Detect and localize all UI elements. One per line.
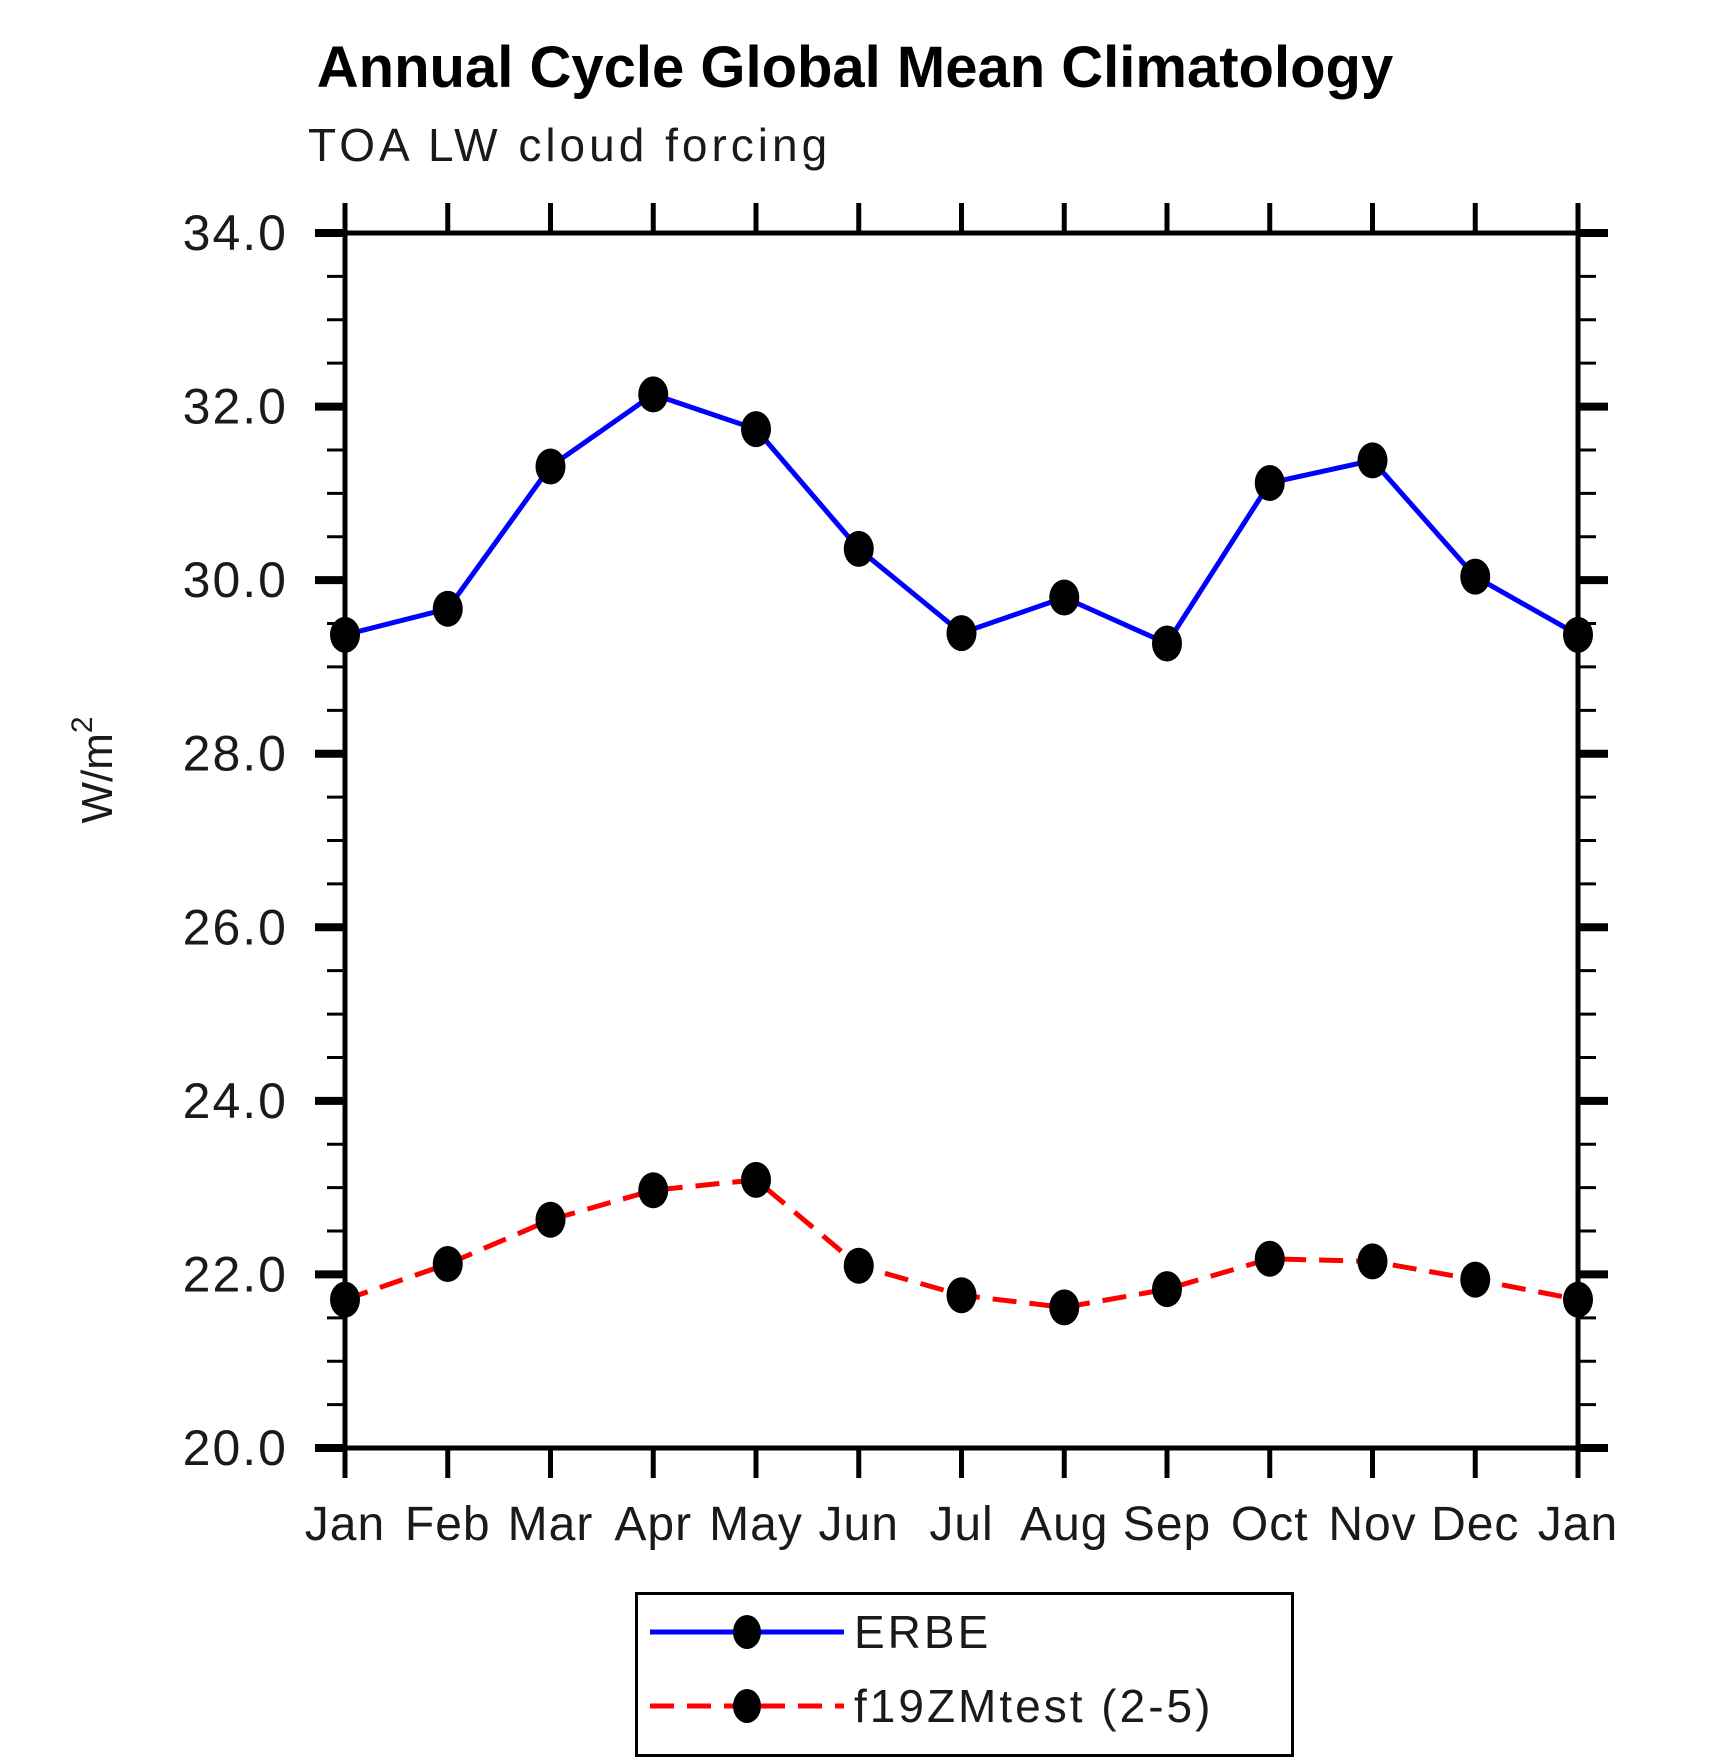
series-markers-1 bbox=[330, 1161, 1593, 1326]
data-point bbox=[1460, 1261, 1491, 1298]
x-tick-label: Aug bbox=[1020, 1498, 1108, 1551]
y-tick-label: 22.0 bbox=[183, 1246, 288, 1302]
data-point bbox=[1049, 579, 1080, 616]
y-tick-label: 20.0 bbox=[183, 1420, 288, 1476]
data-point bbox=[946, 1277, 977, 1314]
y-tick-label: 30.0 bbox=[183, 552, 288, 608]
data-point bbox=[535, 1201, 566, 1238]
data-point bbox=[741, 1161, 771, 1198]
x-tick-label: Jan bbox=[1538, 1498, 1618, 1551]
data-point bbox=[741, 411, 771, 448]
legend-marker-dot-icon bbox=[733, 1615, 761, 1649]
legend-label-erbe: ERBE bbox=[854, 1606, 992, 1658]
y-tick-label: 28.0 bbox=[183, 726, 288, 782]
legend-label-f19zmtest: f19ZMtest (2-5) bbox=[854, 1680, 1214, 1732]
chart-subtitle: TOA LW cloud forcing bbox=[308, 119, 832, 171]
y-tick-label: 24.0 bbox=[183, 1073, 288, 1129]
data-point bbox=[1152, 1271, 1182, 1308]
x-tick-label: Jun bbox=[819, 1498, 899, 1551]
y-axis-unit-exponent: 2 bbox=[66, 716, 99, 733]
data-point bbox=[1357, 442, 1388, 479]
data-point bbox=[535, 448, 566, 485]
data-point bbox=[946, 615, 977, 652]
data-point bbox=[1254, 1240, 1285, 1277]
data-point bbox=[330, 1281, 360, 1318]
data-point bbox=[843, 1247, 874, 1284]
data-point bbox=[1460, 558, 1491, 595]
data-point bbox=[1049, 1289, 1080, 1326]
data-point bbox=[1563, 1281, 1593, 1318]
legend-marker-dot-icon bbox=[733, 1689, 761, 1723]
data-point bbox=[1152, 625, 1182, 662]
y-tick-labels: 20.0 22.0 24.0 26.0 28.0 30.0 32.0 34.0 bbox=[183, 205, 288, 1476]
x-tick-label: Oct bbox=[1231, 1498, 1309, 1551]
data-point bbox=[432, 590, 463, 627]
data-point bbox=[1357, 1243, 1388, 1280]
x-tick-label: Mar bbox=[508, 1498, 594, 1551]
chart-title: Annual Cycle Global Mean Climatology bbox=[316, 35, 1394, 100]
x-tick-label: Feb bbox=[405, 1498, 491, 1551]
y-tick-label: 32.0 bbox=[183, 379, 288, 435]
legend-sample-erbe bbox=[650, 1615, 844, 1649]
data-point bbox=[843, 530, 874, 567]
x-tick-label: Sep bbox=[1123, 1498, 1211, 1551]
legend-entry-erbe: ERBE bbox=[644, 1605, 991, 1659]
data-point bbox=[330, 616, 360, 653]
x-tick-label: Jul bbox=[929, 1498, 993, 1551]
series-markers-0 bbox=[330, 376, 1593, 662]
data-point bbox=[638, 1172, 669, 1209]
data-point bbox=[432, 1246, 463, 1283]
y-minor-ticks bbox=[327, 274, 1596, 1407]
y-axis-unit-label: W/m2 bbox=[66, 716, 122, 823]
data-point bbox=[638, 376, 669, 413]
series-line-0 bbox=[344, 391, 1580, 647]
x-tick-labels: Jan Feb Mar Apr May Jun Jul Aug Sep Oct Nov Dec Jan bbox=[305, 1498, 1618, 1551]
x-tick-label: Apr bbox=[614, 1498, 692, 1551]
legend-sample-f19zmtest bbox=[650, 1689, 844, 1723]
y-major-ticks bbox=[315, 229, 1608, 1452]
x-tick-label: Nov bbox=[1328, 1498, 1416, 1551]
axes-frame bbox=[315, 203, 1608, 1478]
x-tick-label: Jan bbox=[305, 1498, 385, 1551]
data-point bbox=[1254, 464, 1285, 501]
x-tick-label: Dec bbox=[1431, 1498, 1519, 1551]
y-tick-label: 26.0 bbox=[183, 899, 288, 955]
data-point bbox=[1563, 616, 1593, 653]
y-tick-label: 34.0 bbox=[183, 205, 288, 261]
legend: ERBE f19ZMtest (2-5) bbox=[635, 1592, 1294, 1757]
x-tick-label: May bbox=[709, 1498, 803, 1551]
legend-entry-f19zmtest: f19ZMtest (2-5) bbox=[644, 1679, 1213, 1733]
